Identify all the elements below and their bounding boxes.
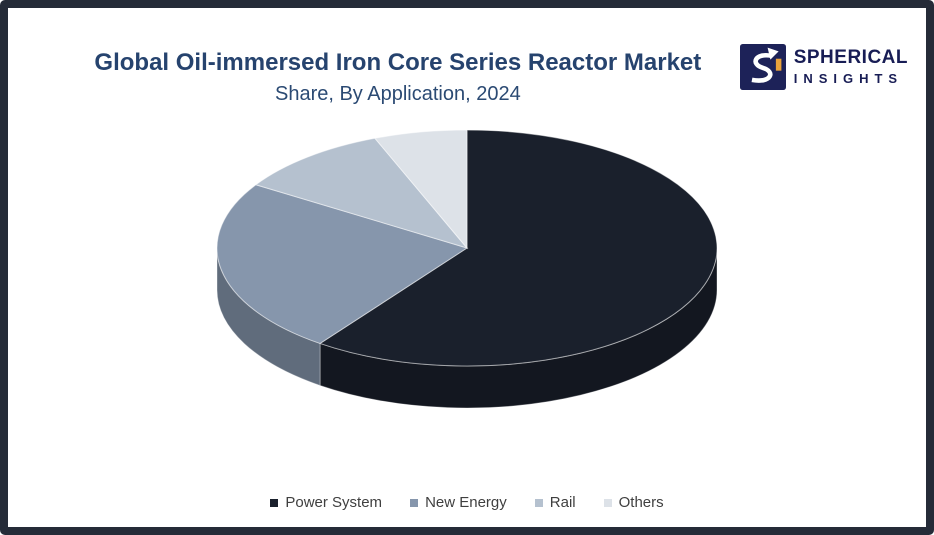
- legend-label: Rail: [549, 494, 576, 511]
- legend-label: Others: [618, 494, 664, 511]
- pie-slice: [374, 129, 468, 250]
- legend-swatch: [603, 498, 612, 507]
- spherical-insights-logo: SPHERICAL INSIGHTS: [739, 44, 908, 90]
- legend-label: New Energy: [425, 494, 507, 511]
- legend-item: Others: [603, 494, 664, 511]
- logo-line-insights: INSIGHTS: [793, 71, 904, 87]
- legend-label: Power System: [285, 494, 383, 511]
- pie-slice: [216, 184, 469, 345]
- legend: Power System New Energy Rail Others: [8, 494, 926, 511]
- chart-titles: Global Oil-immersed Iron Core Series Rea…: [26, 22, 740, 106]
- legend-item: Power System: [270, 494, 382, 511]
- legend-item: New Energy: [410, 494, 507, 511]
- legend-swatch: [534, 498, 543, 507]
- pie-slice: [318, 129, 718, 367]
- logo-line-spherical: SPHERICAL: [793, 46, 908, 68]
- pie-chart: [216, 129, 718, 409]
- pie-chart-area: [8, 128, 926, 428]
- pie-slice: [254, 137, 469, 249]
- legend-swatch: [410, 498, 419, 507]
- chart-title: Global Oil-immersed Iron Core Series Rea…: [94, 49, 702, 76]
- spherical-insights-logo-icon: [739, 44, 786, 90]
- chart-header: Global Oil-immersed Iron Core Series Rea…: [8, 8, 926, 106]
- legend-item: Rail: [534, 494, 576, 511]
- legend-swatch: [270, 498, 279, 507]
- chart-subtitle: Share, By Application, 2024: [274, 83, 521, 105]
- spherical-insights-logo-text: SPHERICAL INSIGHTS: [793, 46, 908, 87]
